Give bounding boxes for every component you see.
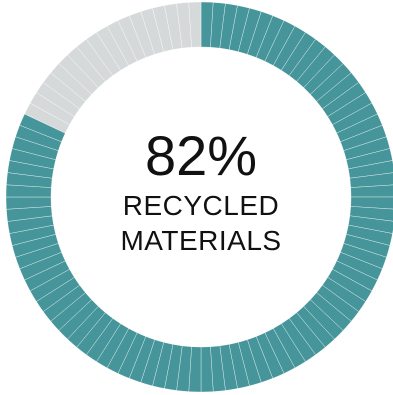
gauge-segments <box>5 1 393 393</box>
caption-line-2: MATERIALS <box>120 225 281 256</box>
gauge-segment-empty <box>188 1 202 48</box>
caption-line-1: RECYCLED <box>123 190 279 221</box>
center-percentage: 82% <box>145 124 257 187</box>
